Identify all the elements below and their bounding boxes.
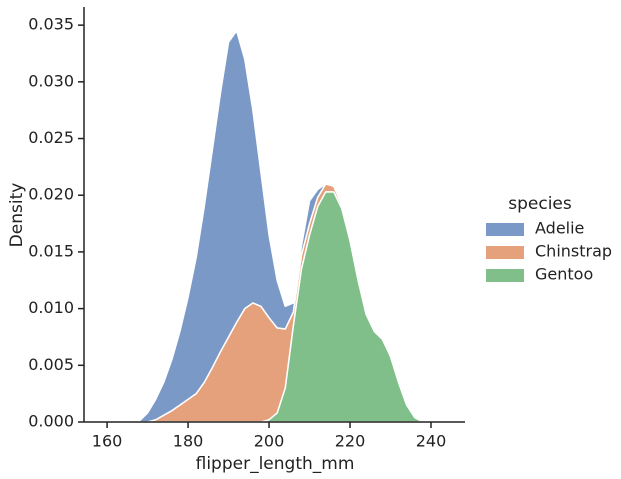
- y-tick-label: 0.000: [28, 412, 74, 431]
- x-tick-label: 160: [92, 432, 123, 451]
- legend-swatch: [486, 223, 524, 236]
- legend-label: Gentoo: [535, 265, 593, 284]
- legend-title: species: [508, 194, 572, 214]
- y-tick-label: 0.015: [28, 241, 74, 260]
- x-tick-label: 240: [416, 432, 447, 451]
- legend-label: Adelie: [535, 219, 584, 238]
- x-axis-label: flipper_length_mm: [196, 454, 355, 474]
- x-tick-label: 180: [173, 432, 204, 451]
- x-tick-label: 200: [254, 432, 285, 451]
- y-tick-label: 0.035: [28, 15, 74, 34]
- x-tick-label: 220: [335, 432, 366, 451]
- legend-label: Chinstrap: [535, 242, 612, 261]
- y-tick-label: 0.020: [28, 185, 74, 204]
- legend-swatch: [486, 246, 524, 259]
- y-tick-label: 0.005: [28, 355, 74, 374]
- y-tick-label: 0.010: [28, 298, 74, 317]
- legend-swatch: [486, 269, 524, 282]
- y-axis-label: Density: [7, 183, 27, 248]
- y-tick-label: 0.025: [28, 128, 74, 147]
- y-tick-label: 0.030: [28, 71, 74, 90]
